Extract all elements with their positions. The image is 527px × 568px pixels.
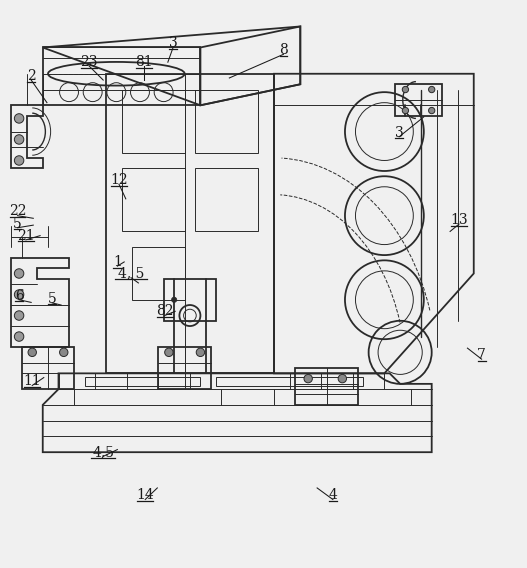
Bar xyxy=(122,168,184,231)
Bar xyxy=(132,247,184,300)
Circle shape xyxy=(14,114,24,123)
Text: 1: 1 xyxy=(113,255,122,269)
Circle shape xyxy=(428,107,435,114)
Text: 3: 3 xyxy=(395,126,404,140)
Text: 13: 13 xyxy=(450,213,468,227)
Circle shape xyxy=(304,374,313,383)
Text: 82: 82 xyxy=(156,304,173,318)
Bar xyxy=(164,279,216,321)
Bar xyxy=(195,168,258,231)
Text: 81: 81 xyxy=(135,55,152,69)
Bar xyxy=(122,90,184,153)
Circle shape xyxy=(402,86,408,93)
Text: 5: 5 xyxy=(13,216,22,231)
Text: 11: 11 xyxy=(23,374,41,389)
Circle shape xyxy=(14,135,24,144)
Bar xyxy=(85,377,200,386)
Circle shape xyxy=(171,297,177,302)
Bar xyxy=(295,368,358,405)
Bar xyxy=(216,377,363,386)
Circle shape xyxy=(60,348,68,357)
Circle shape xyxy=(28,348,36,357)
Text: 22: 22 xyxy=(9,204,26,219)
Circle shape xyxy=(164,348,173,357)
Bar xyxy=(195,90,258,153)
Text: 7: 7 xyxy=(477,348,486,362)
Bar xyxy=(22,347,74,389)
Text: 12: 12 xyxy=(110,173,128,187)
Text: 6: 6 xyxy=(15,289,24,303)
Text: 23: 23 xyxy=(80,55,97,69)
Text: 3: 3 xyxy=(169,36,178,51)
Circle shape xyxy=(14,290,24,299)
Text: 14: 14 xyxy=(136,488,154,502)
Text: 21: 21 xyxy=(17,229,35,243)
Text: 5: 5 xyxy=(48,292,56,306)
Circle shape xyxy=(402,107,408,114)
Bar xyxy=(43,48,200,105)
Circle shape xyxy=(14,269,24,278)
Bar xyxy=(159,347,211,389)
Text: 4, 5: 4, 5 xyxy=(118,266,144,281)
Text: 4,5: 4,5 xyxy=(92,445,114,459)
Circle shape xyxy=(338,374,347,383)
Text: 8: 8 xyxy=(279,43,288,57)
Circle shape xyxy=(14,332,24,341)
Text: 2: 2 xyxy=(27,69,35,83)
Circle shape xyxy=(428,86,435,93)
Circle shape xyxy=(14,311,24,320)
Text: 4: 4 xyxy=(328,488,337,502)
Circle shape xyxy=(196,348,204,357)
Circle shape xyxy=(14,156,24,165)
